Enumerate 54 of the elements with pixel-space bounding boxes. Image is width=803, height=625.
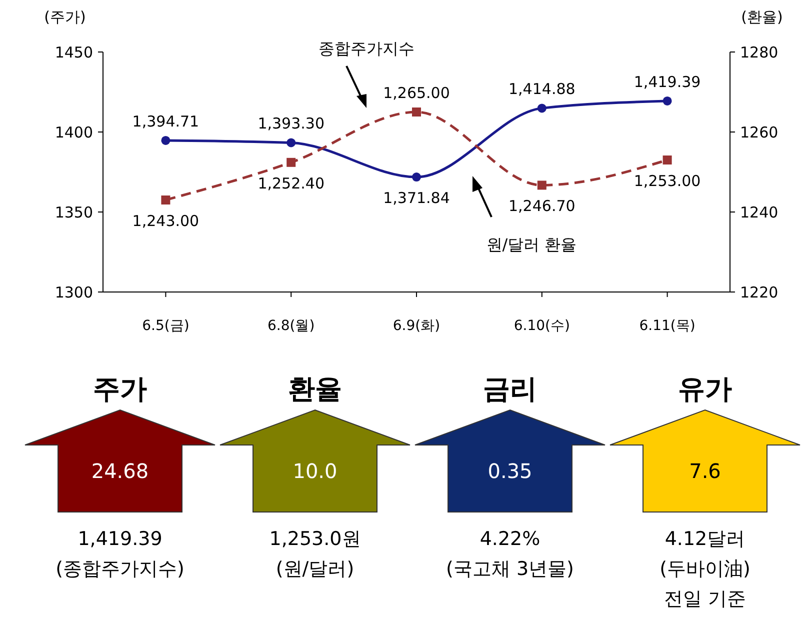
x-tick-label: 6.10(수) — [514, 318, 570, 334]
y2-tick-label: 1220 — [740, 283, 778, 302]
y2-tick-label: 1240 — [740, 203, 778, 222]
text: 전일 기준 — [664, 588, 746, 610]
y-tick-label: 1300 — [54, 283, 93, 302]
y-tick-label: 1400 — [54, 123, 93, 142]
data-label: 1,265.00 — [383, 84, 450, 102]
point — [412, 172, 421, 182]
point — [537, 180, 546, 190]
data-label: 1,393.30 — [258, 114, 324, 133]
category-label: 환율 — [288, 374, 342, 405]
x-tick-label: 6.5(금) — [142, 318, 190, 334]
text: 종합주가지수 — [318, 39, 414, 58]
point — [161, 196, 170, 204]
text: 원/달러 환율 — [486, 235, 577, 254]
point — [662, 96, 672, 106]
y2-tick-label: 1260 — [740, 123, 778, 142]
point — [412, 108, 421, 116]
text: 7.6 — [689, 459, 721, 483]
x-tick-label: 6.11(목) — [639, 318, 696, 334]
text: 24.68 — [91, 459, 149, 483]
data-label: 1,253.00 — [634, 172, 701, 190]
x-tick-label: 6.9(화) — [392, 318, 440, 334]
text: 0.35 — [488, 459, 532, 483]
text: 4.12달러 — [664, 528, 746, 550]
text: 1,419.39 — [78, 528, 162, 550]
point — [161, 136, 170, 145]
text: (국고채 3년물) — [446, 558, 574, 580]
y-axis-title: (주가) — [44, 8, 86, 26]
data-label: 1,414.88 — [508, 80, 576, 98]
point — [286, 138, 296, 148]
y2-tick-label: 1280 — [740, 43, 778, 62]
data-label: 1,246.70 — [508, 197, 576, 216]
y2-axis-title: (환율) — [741, 8, 783, 26]
point — [537, 104, 546, 113]
y-tick-label: 1350 — [54, 203, 93, 222]
data-label: 1,371.84 — [383, 189, 450, 208]
text: 4.22% — [480, 528, 540, 550]
point — [662, 156, 672, 164]
category-label: 금리 — [483, 374, 537, 405]
text: (종합주가지수) — [56, 558, 184, 580]
data-label: 1,252.40 — [258, 174, 324, 192]
data-label: 1,419.39 — [634, 72, 701, 91]
data-label: 1,394.71 — [132, 112, 200, 130]
text: (원/달러) — [276, 558, 354, 580]
category-label: 유가 — [678, 374, 732, 405]
text: 10.0 — [292, 459, 338, 483]
category-label: 주가 — [93, 374, 147, 405]
y-tick-label: 1450 — [54, 43, 93, 62]
point — [286, 158, 296, 167]
x-tick-label: 6.8(월) — [268, 318, 315, 334]
data-label: 1,243.00 — [132, 212, 200, 230]
text: 1,253.0원 — [269, 528, 361, 550]
text: (두바이油) — [660, 558, 750, 580]
